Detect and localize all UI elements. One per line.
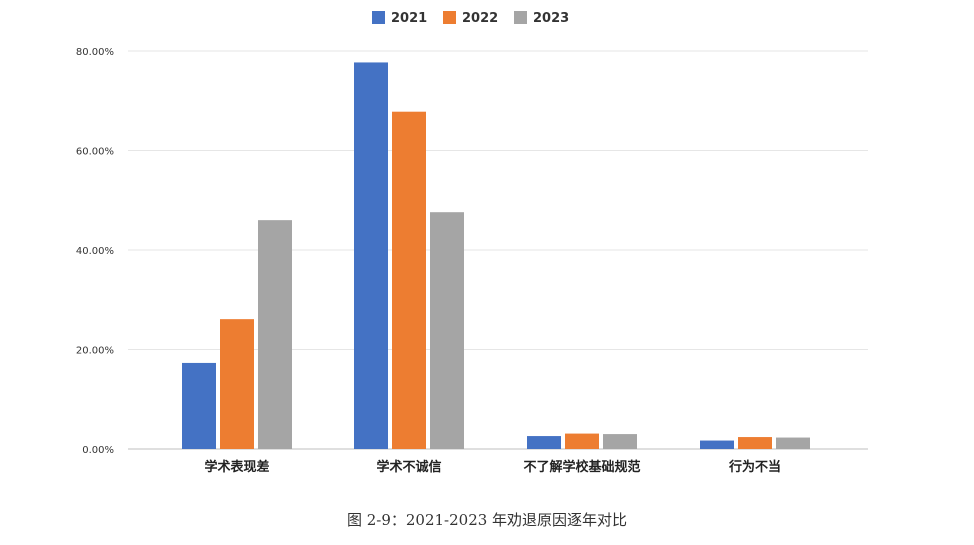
bar-2023-4 (776, 437, 810, 449)
x-tick-label: 行为不当 (728, 459, 781, 475)
bar-2023-3 (603, 434, 637, 449)
x-tick-label: 学术不诚信 (376, 459, 441, 475)
x-tick-label: 学术表现差 (204, 459, 269, 475)
bar-2022-1 (220, 319, 254, 449)
bar-2021-3 (527, 436, 561, 449)
x-tick-label: 不了解学校基础规范 (523, 459, 640, 475)
y-tick-label: 20.00% (76, 346, 114, 357)
legend-swatch (443, 11, 456, 24)
y-tick-label: 0.00% (82, 445, 114, 456)
bar-2022-4 (738, 437, 772, 449)
legend-swatch (514, 11, 527, 24)
legend: 2021 2022 2023 (372, 11, 569, 26)
y-tick-label: 60.00% (76, 147, 114, 158)
y-axis: 0.00% 20.00% 40.00% 60.00% 80.00% (76, 47, 114, 456)
legend-swatch (372, 11, 385, 24)
bar-2021-1 (182, 362, 216, 449)
legend-label: 2021 (391, 11, 427, 26)
bars (182, 62, 810, 449)
y-tick-label: 40.00% (76, 246, 114, 257)
bar-2022-2 (392, 111, 426, 449)
y-tick-label: 80.00% (76, 47, 114, 58)
bar-2023-1 (258, 220, 292, 449)
bar-2021-4 (700, 440, 734, 449)
figure-caption: 图 2-9：2021-2023 年劝退原因逐年对比 (347, 511, 627, 529)
bar-2022-3 (565, 433, 599, 449)
x-axis: 学术表现差 学术不诚信 不了解学校基础规范 行为不当 (204, 459, 781, 475)
legend-label: 2023 (533, 11, 569, 26)
legend-label: 2022 (462, 11, 498, 26)
bar-2023-2 (430, 212, 464, 449)
bar-2021-2 (354, 62, 388, 449)
